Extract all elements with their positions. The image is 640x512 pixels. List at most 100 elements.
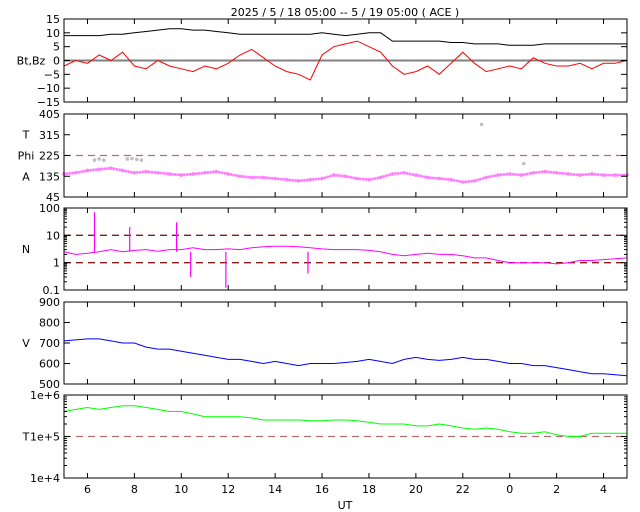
data-point-interp [182, 173, 186, 177]
data-point-interp [118, 168, 122, 172]
data-point-phi [437, 176, 442, 181]
data-point-interp [517, 173, 521, 177]
data-point-interp [540, 170, 544, 174]
y-tick-label: 1e+6 [30, 389, 60, 402]
data-point-phi [519, 173, 524, 177]
panel-speed: 900 800 700 600 500 V [22, 296, 628, 391]
data-point-interp [341, 174, 345, 178]
data-point-phi [402, 170, 406, 175]
panel-frame [63, 301, 628, 385]
y-tick-label: 1e+4 [30, 472, 60, 485]
data-point-interp [94, 168, 98, 172]
data-point-interp [552, 171, 556, 175]
data-point-interp [525, 172, 529, 176]
data-point-interp [581, 173, 585, 177]
panel-label: A [22, 171, 30, 184]
data-point-interp [429, 176, 433, 180]
data-point-interp [173, 173, 177, 177]
data-point-interp [71, 171, 75, 175]
data-point-interp [593, 172, 597, 176]
data-point-interp [323, 176, 327, 180]
x-tick-label: 12 [221, 483, 235, 496]
data-point-phi [378, 175, 383, 180]
data-point-interp [370, 177, 374, 181]
data-point-interp [502, 173, 506, 177]
data-point-interp [106, 166, 110, 170]
data-point-interp [256, 175, 260, 179]
x-tick-label: 16 [315, 483, 329, 496]
data-point-interp [258, 175, 262, 179]
data-point-interp [434, 176, 438, 180]
data-point-phi [109, 166, 113, 170]
data-point-interp [247, 175, 251, 179]
data-point-interp [212, 170, 216, 174]
data-point-interp [376, 176, 380, 180]
data-point-phi [543, 169, 547, 174]
y-tick-label: 405 [39, 108, 60, 121]
x-tick-label: 18 [362, 483, 376, 496]
data-point-interp [411, 173, 415, 177]
data-point-interp [514, 173, 518, 177]
data-point-interp [176, 173, 180, 177]
series-line-t [63, 405, 627, 437]
data-point-phi [156, 170, 160, 175]
data-point-interp [458, 179, 462, 183]
data-point-interp [206, 171, 210, 175]
data-point-interp [490, 174, 494, 178]
x-tick-label: 14 [268, 483, 282, 496]
data-point-interp [77, 170, 81, 174]
data-point-interp [80, 170, 84, 174]
data-point-phi [308, 177, 313, 182]
x-tick-label: 8 [131, 483, 138, 496]
data-point-interp [387, 173, 391, 177]
panel-label: V [22, 337, 30, 350]
data-point-interp [317, 177, 321, 181]
data-point-phi-away- [97, 157, 101, 161]
data-point-interp [88, 168, 92, 172]
data-point-interp [314, 177, 318, 181]
data-point-interp [124, 169, 128, 173]
data-point-interp [616, 173, 620, 177]
data-point-interp [311, 177, 315, 181]
data-point-interp [244, 175, 248, 179]
data-point-interp [511, 172, 515, 176]
data-point-phi [496, 173, 500, 177]
series-line-bt [64, 28, 627, 46]
data-point-interp [346, 175, 350, 179]
data-point-interp [587, 172, 591, 176]
data-point-phi [226, 172, 231, 176]
data-point-interp [464, 180, 468, 184]
y-tick-label: 15 [46, 13, 60, 26]
data-point-phi [144, 169, 148, 174]
data-point-phi [73, 170, 78, 175]
y-tick-label: 5 [53, 41, 60, 54]
data-point-interp [534, 171, 538, 175]
data-point-phi [320, 176, 324, 181]
data-point-phi [85, 168, 90, 173]
data-point-phi [167, 172, 172, 176]
y-tick-label: 100 [39, 202, 60, 215]
panel-label: Bt,Bz [17, 55, 46, 68]
data-point-phi [238, 174, 242, 179]
data-point-interp [396, 171, 400, 175]
data-point-interp [423, 175, 427, 179]
x-tick-label: 22 [456, 483, 470, 496]
data-point-phi [601, 173, 606, 177]
y-tick-label: 225 [39, 150, 60, 163]
data-point-interp [162, 171, 166, 175]
y-tick-label: 10 [46, 229, 60, 242]
chart-title: 2025 / 5 / 18 05:00 -- 5 / 19 05:00 ( AC… [231, 6, 459, 19]
panel-label: Phi [18, 150, 35, 163]
data-point-interp [300, 179, 304, 183]
data-point-interp [607, 173, 611, 177]
data-point-interp [267, 176, 271, 180]
data-point-phi-away- [92, 158, 97, 162]
data-point-phi-away- [521, 161, 526, 166]
y-tick-label: 600 [39, 358, 60, 371]
data-point-interp [338, 174, 342, 178]
data-point-interp [302, 178, 306, 182]
x-tick-label: 10 [174, 483, 188, 496]
data-point-interp [575, 173, 579, 177]
data-point-interp [291, 178, 295, 182]
